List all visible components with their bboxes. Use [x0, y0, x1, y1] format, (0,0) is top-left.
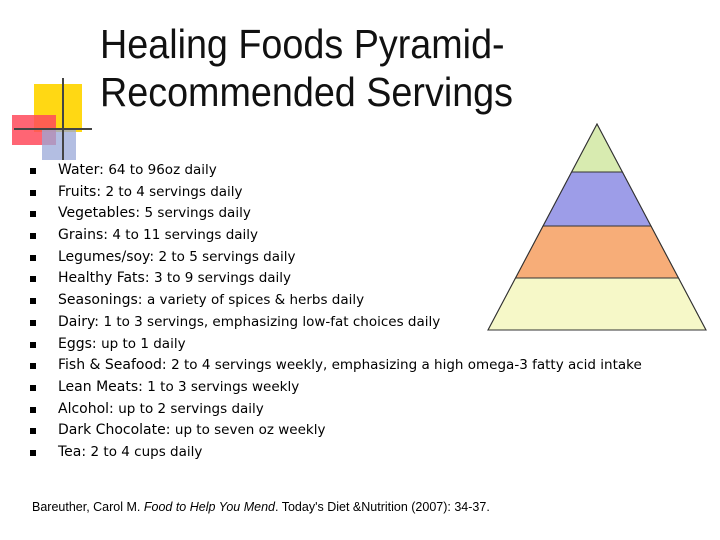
citation-end: .	[486, 500, 490, 514]
list-item: Seasonings: a variety of spices & herbs …	[30, 290, 642, 312]
item-value: 64 to 96oz daily	[108, 162, 217, 178]
bullet-icon	[30, 449, 36, 456]
list-item: Healthy Fats: 3 to 9 servings daily	[30, 268, 642, 290]
list-item: Alcohol: up to 2 servings daily	[30, 399, 642, 421]
list-item: Water: 64 to 96oz daily	[30, 160, 642, 182]
list-item: Dairy: 1 to 3 servings, emphasizing low-…	[30, 312, 642, 334]
item-value: 2 to 4 servings daily	[105, 183, 243, 200]
bullet-icon	[30, 384, 36, 391]
bullet-icon	[30, 363, 36, 370]
list-item: Grains: 4 to 11 servings daily	[30, 225, 642, 247]
bullet-icon	[30, 189, 36, 196]
bullet-icon	[30, 168, 36, 174]
decorative-blue-square	[42, 130, 76, 160]
slide-title-line-2: Recommended Servings	[100, 69, 514, 115]
citation-book-title: Food to Help You Mend	[143, 500, 275, 514]
list-item: Dark Chocolate: up to seven oz weekly	[30, 420, 642, 442]
slide-title: Healing Foods Pyramid- Recommended Servi…	[100, 20, 660, 116]
item-value: 1 to 3 servings weekly	[147, 378, 300, 395]
item-label: Eggs:	[58, 335, 97, 352]
item-value: 3 to 9 servings daily	[154, 270, 292, 287]
item-value: up to seven oz weekly	[174, 422, 326, 439]
item-label: Fish & Seafood:	[58, 357, 167, 374]
pyramid-tier-2	[542, 171, 652, 227]
list-item: Eggs: up to 1 daily	[30, 334, 642, 356]
item-value: 5 servings daily	[144, 205, 251, 222]
item-value: up to 2 servings daily	[118, 400, 264, 417]
list-item: Lean Meats: 1 to 3 servings weekly	[30, 377, 642, 399]
item-label: Water:	[58, 162, 104, 178]
pyramid-outline	[487, 122, 707, 331]
bullet-icon	[30, 406, 36, 413]
food-pyramid-graphic	[487, 122, 707, 331]
item-value: 2 to 4 cups daily	[90, 443, 203, 460]
item-value: 4 to 11 servings daily	[112, 227, 259, 244]
item-label: Legumes/soy:	[58, 248, 155, 265]
decorative-vertical-line	[62, 78, 64, 160]
citation-source: Today's Diet &Nutrition (2007): 34-37	[281, 500, 487, 514]
list-item: Fruits: 2 to 4 servings daily	[30, 182, 642, 204]
item-label: Lean Meats:	[58, 378, 143, 395]
item-label: Fruits:	[58, 183, 102, 200]
item-label: Grains:	[58, 227, 108, 244]
citation-author: Bareuther, Carol M.	[32, 500, 141, 514]
bullet-icon	[30, 211, 36, 218]
item-value: up to 1 daily	[101, 335, 186, 352]
pyramid-tier-4	[487, 277, 707, 331]
bullet-icon	[30, 276, 36, 283]
list-item: Vegetables: 5 servings daily	[30, 203, 642, 225]
item-label: Dairy:	[58, 313, 99, 330]
item-value: 2 to 4 servings weekly, emphasizing a hi…	[171, 357, 642, 374]
citation: Bareuther, Carol M. Food to Help You Men…	[32, 500, 490, 514]
item-label: Tea:	[58, 443, 87, 460]
pyramid-tier-1	[570, 122, 624, 173]
bullet-icon	[30, 298, 36, 305]
item-value: a variety of spices & herbs daily	[146, 292, 365, 309]
list-item: Fish & Seafood: 2 to 4 servings weekly, …	[30, 355, 642, 377]
decorative-horizontal-line	[14, 128, 92, 130]
list-item: Legumes/soy: 2 to 5 servings daily	[30, 247, 642, 269]
servings-list: Water: 64 to 96oz daily Fruits: 2 to 4 se…	[30, 160, 642, 464]
item-label: Dark Chocolate:	[58, 422, 171, 439]
bullet-icon	[30, 319, 36, 326]
item-label: Vegetables:	[58, 205, 141, 222]
bullet-icon	[30, 233, 36, 240]
item-label: Healthy Fats:	[58, 270, 150, 287]
bullet-icon	[30, 341, 36, 348]
list-item: Tea: 2 to 4 cups daily	[30, 442, 642, 464]
slide-title-line-1: Healing Foods Pyramid-	[100, 21, 505, 67]
item-label: Seasonings:	[58, 292, 143, 309]
bullet-icon	[30, 254, 36, 261]
item-value: 2 to 5 servings daily	[158, 248, 296, 265]
item-value: 1 to 3 servings, emphasizing low-fat cho…	[103, 313, 441, 330]
pyramid-tier-3	[514, 225, 680, 279]
item-label: Alcohol:	[58, 400, 114, 417]
bullet-icon	[30, 428, 36, 435]
